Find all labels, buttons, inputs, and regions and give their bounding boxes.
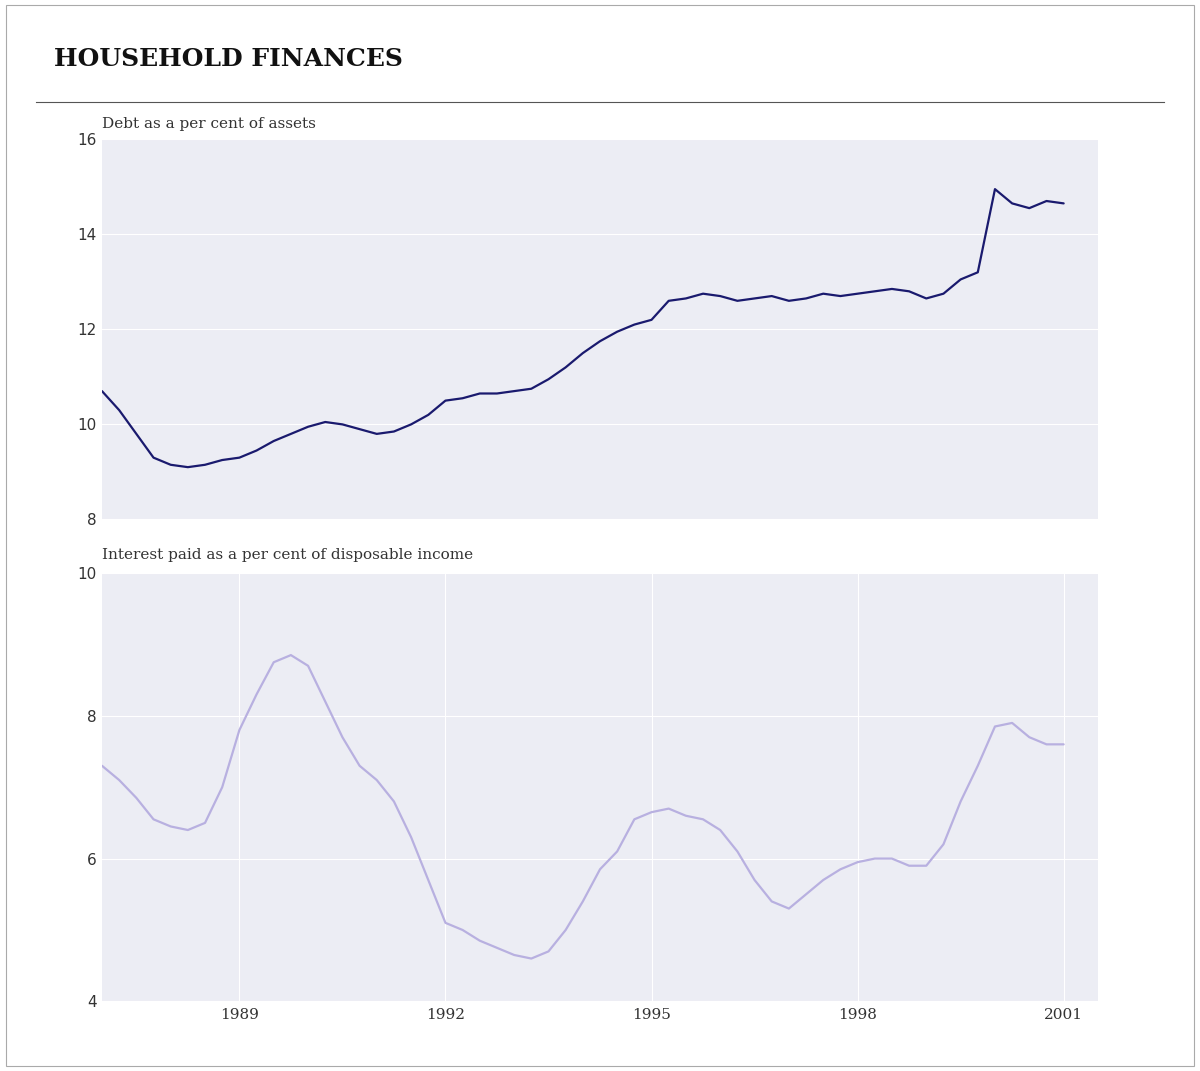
Text: Interest paid as a per cent of disposable income: Interest paid as a per cent of disposabl… (102, 548, 473, 562)
Text: HOUSEHOLD FINANCES: HOUSEHOLD FINANCES (54, 47, 403, 71)
Text: Debt as a per cent of assets: Debt as a per cent of assets (102, 117, 316, 131)
